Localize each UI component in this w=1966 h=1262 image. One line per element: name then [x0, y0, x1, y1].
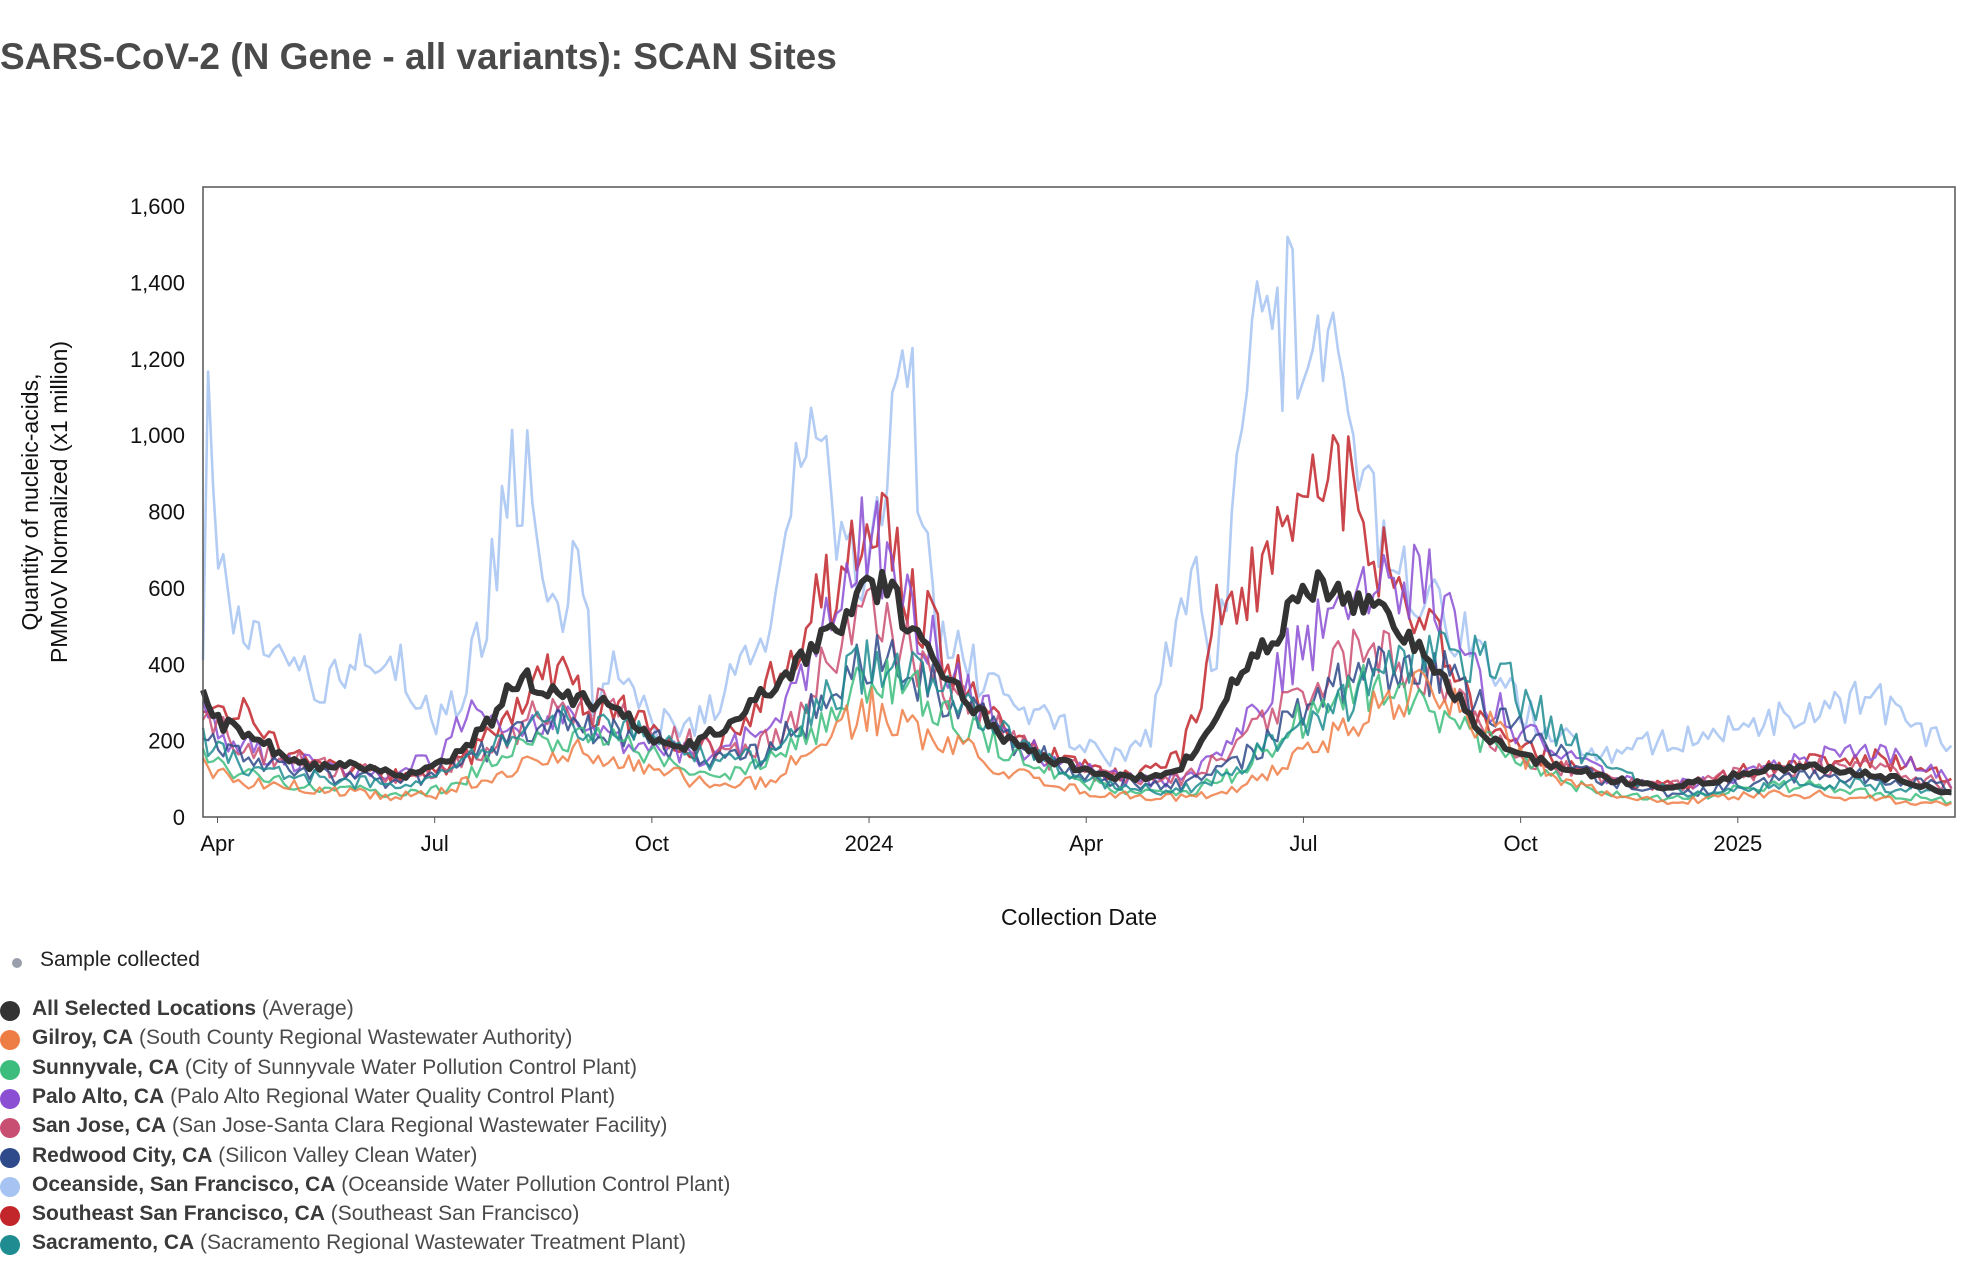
legend-location-description: (San Jose-Santa Clara Regional Wastewate… [166, 1114, 668, 1138]
x-tick-label: 2025 [1713, 831, 1762, 856]
legend-location-description: (Palo Alto Regional Water Quality Contro… [164, 1084, 616, 1108]
legend-location-name: San Jose, CA [32, 1114, 167, 1138]
legend-color-icon [0, 1030, 20, 1051]
legend-color-icon [0, 1118, 20, 1139]
legend-location-description: (Silicon Valley Clean Water) [212, 1143, 478, 1167]
legend-color-icon [0, 1235, 20, 1256]
series-line-average [200, 568, 1952, 796]
legend-location-description: (City of Sunnyvale Water Pollution Contr… [179, 1055, 637, 1079]
x-tick-label: 2024 [845, 831, 894, 856]
y-axis: 0 200 400 600 800 1,000 1,200 1,400 1,600 [130, 194, 185, 830]
legend-location-description: (South County Regional Wastewater Author… [133, 1026, 573, 1050]
series-line-southeast [202, 433, 1952, 791]
x-axis: Apr Jul Oct 2024 Apr Jul Oct 2025 [200, 817, 1762, 856]
x-tick-label: Jul [421, 831, 449, 856]
y-tick-label: 200 [148, 729, 185, 754]
plot-area-frame [202, 186, 1956, 818]
series-line-sanjose [202, 586, 1953, 792]
y-axis-title-line: PMMoV Normalized (x1 million) [46, 341, 72, 663]
x-tick-label: Apr [1069, 831, 1103, 856]
legend-label: Sunnyvale, CA (City of Sunnyvale Water P… [32, 1056, 637, 1080]
legend-color-icon [0, 1088, 20, 1109]
legend-location-description: (Sacramento Regional Wastewater Treatmen… [194, 1231, 686, 1255]
y-tick-label: 0 [173, 805, 185, 830]
y-tick-label: 400 [148, 652, 185, 677]
legend-color-icon [0, 1206, 20, 1227]
legend-location-name: Gilroy, CA [32, 1026, 134, 1050]
legend-location-name: Southeast San Francisco, CA [32, 1202, 325, 1226]
legend-color-icon [0, 1147, 20, 1168]
x-tick-label: Apr [200, 831, 234, 856]
series-lines [200, 235, 1953, 807]
x-tick-label: Oct [635, 831, 669, 856]
y-axis-title-line: Quantity of nucleic-acids, [17, 374, 43, 631]
legend-color-icon [0, 1001, 20, 1021]
x-axis-title: Collection Date [1001, 904, 1157, 930]
legend-location-description: (Southeast San Francisco) [324, 1202, 580, 1226]
legend-location-description: (Average) [256, 997, 354, 1020]
legend-color-icon [0, 1176, 20, 1197]
legend-location-name: Palo Alto, CA [32, 1084, 165, 1108]
sample-collected-label: Sample collected [40, 948, 200, 971]
legend-location-name: Redwood City, CA [32, 1143, 213, 1167]
y-tick-label: 800 [148, 500, 185, 525]
legend-label: Sacramento, CA (Sacramento Regional Wast… [32, 1231, 686, 1255]
legend-color-icon [0, 1059, 20, 1080]
legend-label: Redwood City, CA (Silicon Valley Clean W… [32, 1144, 477, 1168]
x-tick-label: Jul [1289, 831, 1317, 856]
y-tick-label: 600 [148, 576, 185, 601]
chart-title: SARS-CoV-2 (N Gene - all variants): SCAN… [0, 36, 837, 77]
chart: 0 200 400 600 800 1,000 1,200 1,400 1,600 Apr Jul… [17, 186, 1956, 930]
x-tick-label: Oct [1504, 831, 1538, 856]
y-axis-title: Quantity of nucleic-acids, PMMoV Normaliz… [17, 341, 72, 663]
legend-location-name: Oceanside, San Francisco, CA [32, 1172, 336, 1196]
legend-location-name: Sunnyvale, CA [32, 1055, 180, 1079]
series-line-gilroy [201, 668, 1952, 807]
y-tick-label: 1,200 [130, 347, 185, 372]
y-tick-label: 1,400 [130, 270, 185, 295]
sample-dot-icon [12, 958, 22, 968]
y-tick-label: 1,000 [130, 423, 185, 448]
legend-location-name: All Selected Locations [32, 997, 257, 1020]
legend-location-description: (Oceanside Water Pollution Control Plant… [335, 1172, 731, 1196]
legend-label: Oceanside, San Francisco, CA (Oceanside … [32, 1173, 730, 1197]
legend-location-name: Sacramento, CA [32, 1231, 195, 1255]
series-line-sunnyvale [201, 658, 1952, 806]
legend-label: Gilroy, CA (South County Regional Wastew… [32, 1026, 572, 1050]
series-line-oceanside [201, 235, 1953, 768]
legend-label: San Jose, CA (San Jose-Santa Clara Regio… [32, 1114, 667, 1138]
legend-label: Palo Alto, CA (Palo Alto Regional Water … [32, 1085, 615, 1109]
legend-label: All Selected Locations (Average) [32, 997, 354, 1021]
legend-label: Southeast San Francisco, CA (Southeast S… [32, 1202, 579, 1226]
y-tick-label: 1,600 [130, 194, 185, 219]
